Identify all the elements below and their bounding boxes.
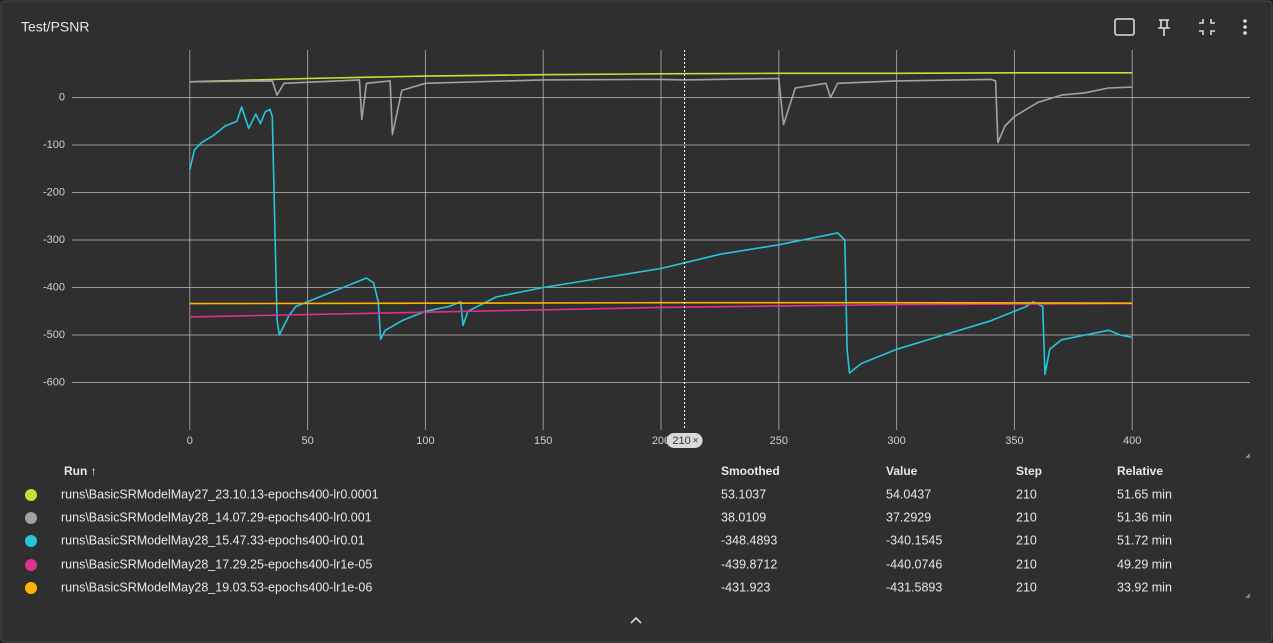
x-tick-label: 150 bbox=[534, 435, 552, 447]
y-tick-label: 0 bbox=[59, 91, 65, 103]
x-tick-label: 50 bbox=[301, 435, 313, 447]
legend-dot bbox=[25, 582, 37, 594]
table-cell: -431.923 bbox=[721, 580, 770, 594]
y-tick-label: -300 bbox=[43, 234, 65, 246]
table-cell: 51.65 min bbox=[1117, 487, 1172, 501]
table-cell: -431.5893 bbox=[886, 580, 942, 594]
table-cell: 51.72 min bbox=[1117, 533, 1172, 547]
run-name: runs\BasicSRModelMay27_23.10.13-epochs40… bbox=[61, 487, 379, 501]
table-cell: -439.8712 bbox=[721, 557, 777, 571]
table-cell: 210 bbox=[1016, 557, 1037, 571]
x-tick-label: 300 bbox=[887, 435, 905, 447]
column-header[interactable]: Relative bbox=[1117, 464, 1163, 478]
table-cell: 210 bbox=[1016, 487, 1037, 501]
y-tick-label: -100 bbox=[43, 139, 65, 151]
table-cell: 49.29 min bbox=[1117, 557, 1172, 571]
table-cell: 53.1037 bbox=[721, 487, 766, 501]
x-tick-label: 200 bbox=[652, 435, 670, 447]
table-cell: 210 bbox=[1016, 533, 1037, 547]
chart-title: Test/PSNR bbox=[21, 19, 89, 35]
y-tick-label: -500 bbox=[43, 329, 65, 341]
x-tick-label: 250 bbox=[770, 435, 788, 447]
column-header[interactable]: Run ↑ bbox=[64, 464, 97, 478]
table-cell: -340.1545 bbox=[886, 533, 942, 547]
hover-pill bbox=[666, 433, 703, 448]
run-name: runs\BasicSRModelMay28_17.29.25-epochs40… bbox=[61, 557, 372, 571]
hover-close[interactable]: × bbox=[693, 436, 699, 447]
series-line bbox=[189, 72, 1133, 83]
resize-handle bbox=[1245, 453, 1251, 599]
pin-button[interactable] bbox=[1158, 19, 1170, 36]
table-cell: 38.0109 bbox=[721, 510, 766, 524]
run-name: runs\BasicSRModelMay28_15.47.33-epochs40… bbox=[61, 533, 365, 547]
table-cell: 51.36 min bbox=[1117, 510, 1172, 524]
table-cell: -440.0746 bbox=[886, 557, 942, 571]
series-line bbox=[189, 301, 1133, 305]
run-name: runs\BasicSRModelMay28_19.03.53-epochs40… bbox=[61, 580, 372, 594]
x-tick-label: 400 bbox=[1123, 435, 1141, 447]
column-header[interactable]: Step bbox=[1016, 464, 1042, 478]
table-cell: 54.0437 bbox=[886, 487, 931, 501]
series-line bbox=[189, 302, 1133, 318]
x-tick-label: 350 bbox=[1005, 435, 1023, 447]
table-cell: 210 bbox=[1016, 510, 1037, 524]
legend-dot bbox=[25, 489, 37, 501]
series-line bbox=[189, 77, 1133, 144]
legend-dot bbox=[25, 512, 37, 524]
table-cell: 37.2929 bbox=[886, 510, 931, 524]
table-cell: 210 bbox=[1016, 580, 1037, 594]
column-header[interactable]: Smoothed bbox=[721, 464, 780, 478]
x-tick-label: 0 bbox=[187, 435, 193, 447]
collapse-button[interactable] bbox=[1199, 19, 1215, 35]
expand-toggle[interactable] bbox=[630, 616, 642, 624]
fit-domain-button[interactable] bbox=[1114, 18, 1135, 36]
menu-button[interactable] bbox=[1243, 19, 1247, 35]
run-name: runs\BasicSRModelMay28_14.07.29-epochs40… bbox=[61, 510, 372, 524]
hover-step-label: 210 bbox=[672, 435, 690, 447]
toolbar bbox=[1114, 18, 1247, 36]
legend-dot bbox=[25, 535, 37, 547]
legend-dot bbox=[25, 559, 37, 571]
table-cell: 33.92 min bbox=[1117, 580, 1172, 594]
x-tick-label: 100 bbox=[416, 435, 434, 447]
y-tick-label: -400 bbox=[43, 281, 65, 293]
column-header[interactable]: Value bbox=[886, 464, 918, 478]
y-tick-label: -600 bbox=[43, 376, 65, 388]
series-line bbox=[189, 106, 1133, 376]
table-cell: -348.4893 bbox=[721, 533, 777, 547]
y-tick-label: -200 bbox=[43, 186, 65, 198]
